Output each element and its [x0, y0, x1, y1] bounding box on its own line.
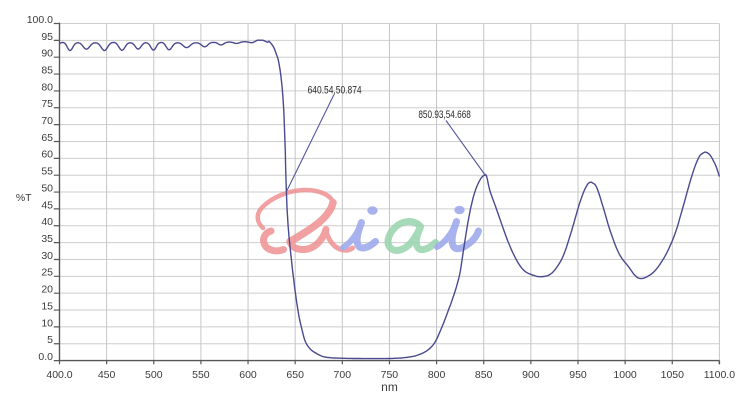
svg-text:85: 85: [41, 65, 53, 77]
svg-text:700: 700: [334, 369, 352, 381]
svg-text:10: 10: [41, 317, 53, 329]
svg-text:0.0: 0.0: [38, 351, 53, 363]
svg-text:45: 45: [41, 199, 53, 211]
svg-text:75: 75: [41, 98, 53, 110]
svg-text:90: 90: [41, 48, 53, 60]
svg-text:750: 750: [381, 369, 399, 381]
svg-text:500: 500: [145, 369, 163, 381]
svg-text:400.0: 400.0: [46, 369, 72, 381]
svg-text:1100.0: 1100.0: [704, 369, 735, 381]
svg-text:55: 55: [41, 166, 53, 178]
svg-text:850.93,54.668: 850.93,54.668: [418, 109, 471, 121]
svg-text:5: 5: [47, 334, 53, 346]
svg-text:600: 600: [239, 369, 257, 381]
svg-text:900: 900: [522, 369, 540, 381]
svg-text:35: 35: [41, 233, 53, 245]
svg-text:40: 40: [41, 216, 53, 228]
svg-text:640.54,50.874: 640.54,50.874: [308, 84, 362, 96]
svg-text:20: 20: [41, 284, 53, 296]
svg-text:650: 650: [286, 369, 304, 381]
svg-text:30: 30: [41, 250, 53, 262]
svg-text:1000: 1000: [613, 369, 637, 381]
svg-text:800: 800: [428, 369, 446, 381]
svg-text:100.0: 100.0: [27, 14, 53, 26]
svg-text:25: 25: [41, 267, 53, 279]
svg-text:70: 70: [41, 115, 53, 127]
svg-text:%T: %T: [16, 192, 32, 204]
svg-text:550: 550: [192, 369, 210, 381]
svg-text:60: 60: [41, 149, 53, 161]
svg-text:50: 50: [41, 183, 53, 195]
svg-text:450: 450: [98, 369, 116, 381]
svg-text:850: 850: [475, 369, 493, 381]
svg-text:15: 15: [41, 300, 53, 312]
svg-text:95: 95: [41, 31, 53, 43]
svg-text:80: 80: [41, 81, 53, 93]
svg-text:1050: 1050: [661, 369, 685, 381]
svg-text:nm: nm: [381, 380, 398, 394]
svg-text:65: 65: [41, 132, 53, 144]
svg-text:950: 950: [569, 369, 587, 381]
